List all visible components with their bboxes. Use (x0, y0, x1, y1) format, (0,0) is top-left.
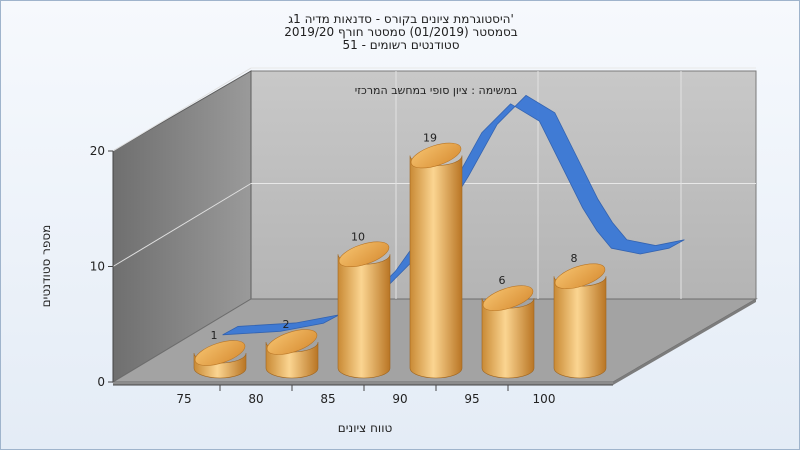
bar-data-label: 10 (351, 230, 365, 243)
bar-top (194, 340, 246, 366)
bar-data-label: 19 (423, 132, 437, 145)
bar-data-label: 8 (571, 252, 578, 265)
y-axis-label: מספר סטודנטים (39, 225, 53, 308)
x-tick-label: 80 (248, 392, 263, 406)
bar-data-label: 6 (499, 274, 506, 287)
bar-data-label: 2 (283, 318, 290, 331)
bar-80: 2 (265, 318, 319, 379)
floor-side-edge (613, 299, 756, 385)
bar-top (554, 263, 606, 289)
x-tick-label: 85 (320, 392, 335, 406)
bar-100: 8 (553, 252, 607, 379)
bar-90: 19 (409, 132, 463, 379)
x-tick-label: 95 (464, 392, 479, 406)
chart-annotation: במשימה : ציון סופי במחשב המרכזי (355, 84, 518, 97)
back-wall (250, 70, 757, 300)
bar-top (338, 241, 390, 268)
x-tick-label: 100 (533, 392, 556, 406)
bar-top (266, 329, 318, 355)
chart-title-line-2: בסמסטר (01/2019) סמסטר חורף 2019/20 (284, 25, 518, 39)
bar-body (553, 276, 607, 379)
bar-top (410, 142, 462, 169)
bar-85: 10 (337, 230, 391, 379)
floor-front-edge (113, 382, 613, 385)
bar-data-label: 1 (211, 329, 218, 342)
bar-body (409, 155, 463, 379)
y-tick-label: 20 (90, 144, 105, 158)
x-axis-label: טווח ציונים (338, 421, 393, 435)
y-tick-label: 0 (97, 375, 105, 389)
chart-title-line-1: היסטוגרמת ציונים בקורס - סדנאות מדיה 1ג' (288, 12, 514, 26)
x-tick-label: 75 (176, 392, 191, 406)
bar-top (482, 285, 534, 311)
gridline-side (112, 183, 252, 267)
gridline-side (112, 67, 252, 152)
y-tick-label: 10 (90, 260, 105, 274)
x-tick-label: 90 (392, 392, 407, 406)
bar-body (337, 254, 391, 379)
chart-title-line-3: סטודנטים רשומים - 51 (342, 38, 460, 52)
bar-95: 6 (481, 274, 535, 379)
